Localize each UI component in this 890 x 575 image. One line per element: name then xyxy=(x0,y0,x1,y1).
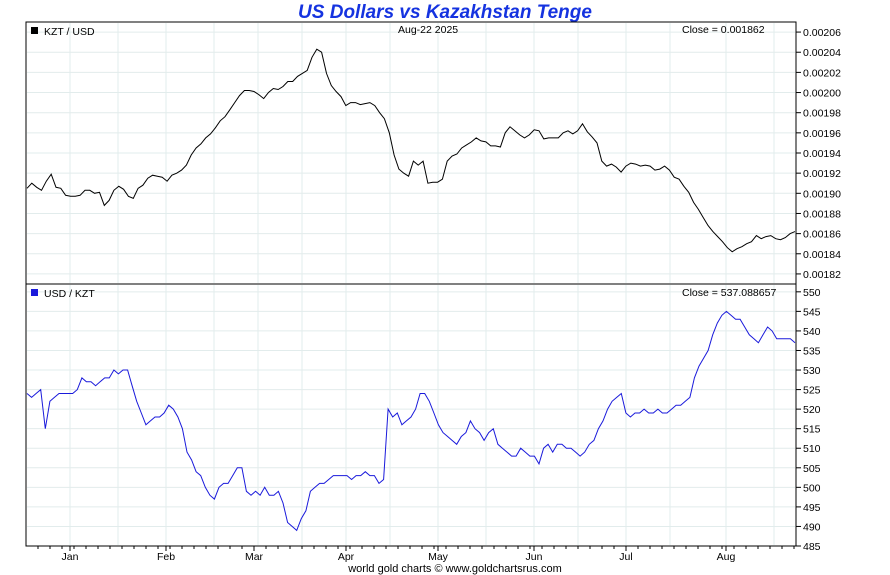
top-y-tick-label: 0.00182 xyxy=(803,269,841,281)
top-y-tick-label: 0.00200 xyxy=(803,88,841,100)
top-date-label: Aug-22 2025 xyxy=(398,24,458,36)
x-tick-label: Jan xyxy=(62,551,79,563)
bottom-y-tick-label: 490 xyxy=(803,521,821,533)
footer-credit: world gold charts © www.goldchartsrus.co… xyxy=(348,563,562,575)
bottom-series-line xyxy=(26,310,796,532)
bottom-y-tick-label: 520 xyxy=(803,404,821,416)
top-y-tick-label: 0.00196 xyxy=(803,128,841,140)
top-series-line xyxy=(26,48,796,253)
top-y-tick-label: 0.00192 xyxy=(803,168,841,180)
bottom-panel-frame xyxy=(25,283,797,547)
x-tick-label: Aug xyxy=(717,551,736,563)
x-tick-label: May xyxy=(428,551,449,563)
ticks-layer: 0.00206 0.00204 0.00202 0.00200 0.00198 0.001… xyxy=(37,27,841,563)
bottom-y-tick-label: 525 xyxy=(803,385,821,397)
bottom-y-tick-label: 515 xyxy=(803,424,821,436)
bottom-close-label: Close = 537.088657 xyxy=(682,287,776,299)
bottom-y-tick-label: 540 xyxy=(803,326,821,338)
bottom-y-tick-label: 510 xyxy=(803,443,821,455)
x-tick-label: Feb xyxy=(157,551,175,563)
top-y-tick-label: 0.00186 xyxy=(803,229,841,241)
top-legend-swatch xyxy=(31,27,38,34)
bottom-y-tick-label: 530 xyxy=(803,365,821,377)
bottom-legend-label: USD / KZT xyxy=(44,288,95,300)
top-y-tick-label: 0.00202 xyxy=(803,67,841,79)
top-y-tick-label: 0.00204 xyxy=(803,47,841,59)
top-y-tick-label: 0.00184 xyxy=(803,249,841,261)
bottom-y-tick-label: 495 xyxy=(803,502,821,514)
top-y-tick-label: 0.00198 xyxy=(803,108,841,120)
top-close-label: Close = 0.001862 xyxy=(682,24,765,36)
top-y-tick-label: 0.00194 xyxy=(803,148,841,160)
top-legend-label: KZT / USD xyxy=(44,26,95,38)
bottom-y-tick-label: 545 xyxy=(803,306,821,318)
bottom-y-tick-label: 550 xyxy=(803,287,821,299)
top-y-tick-label: 0.00190 xyxy=(803,188,841,200)
x-tick-label: Jun xyxy=(526,551,543,563)
chart-title: US Dollars vs Kazakhstan Tenge xyxy=(298,2,592,23)
bottom-y-tick-label: 535 xyxy=(803,345,821,357)
lines-layer xyxy=(26,48,796,532)
bottom-legend-swatch xyxy=(31,289,38,296)
x-tick-label: Mar xyxy=(245,551,264,563)
top-y-tick-label: 0.00188 xyxy=(803,208,841,220)
x-tick-label: Apr xyxy=(338,551,355,563)
bottom-y-tick-label: 485 xyxy=(803,541,821,553)
bottom-y-tick-label: 505 xyxy=(803,463,821,475)
top-y-tick-label: 0.00206 xyxy=(803,27,841,39)
bottom-y-tick-label: 500 xyxy=(803,482,821,494)
x-tick-label: Jul xyxy=(619,551,632,563)
